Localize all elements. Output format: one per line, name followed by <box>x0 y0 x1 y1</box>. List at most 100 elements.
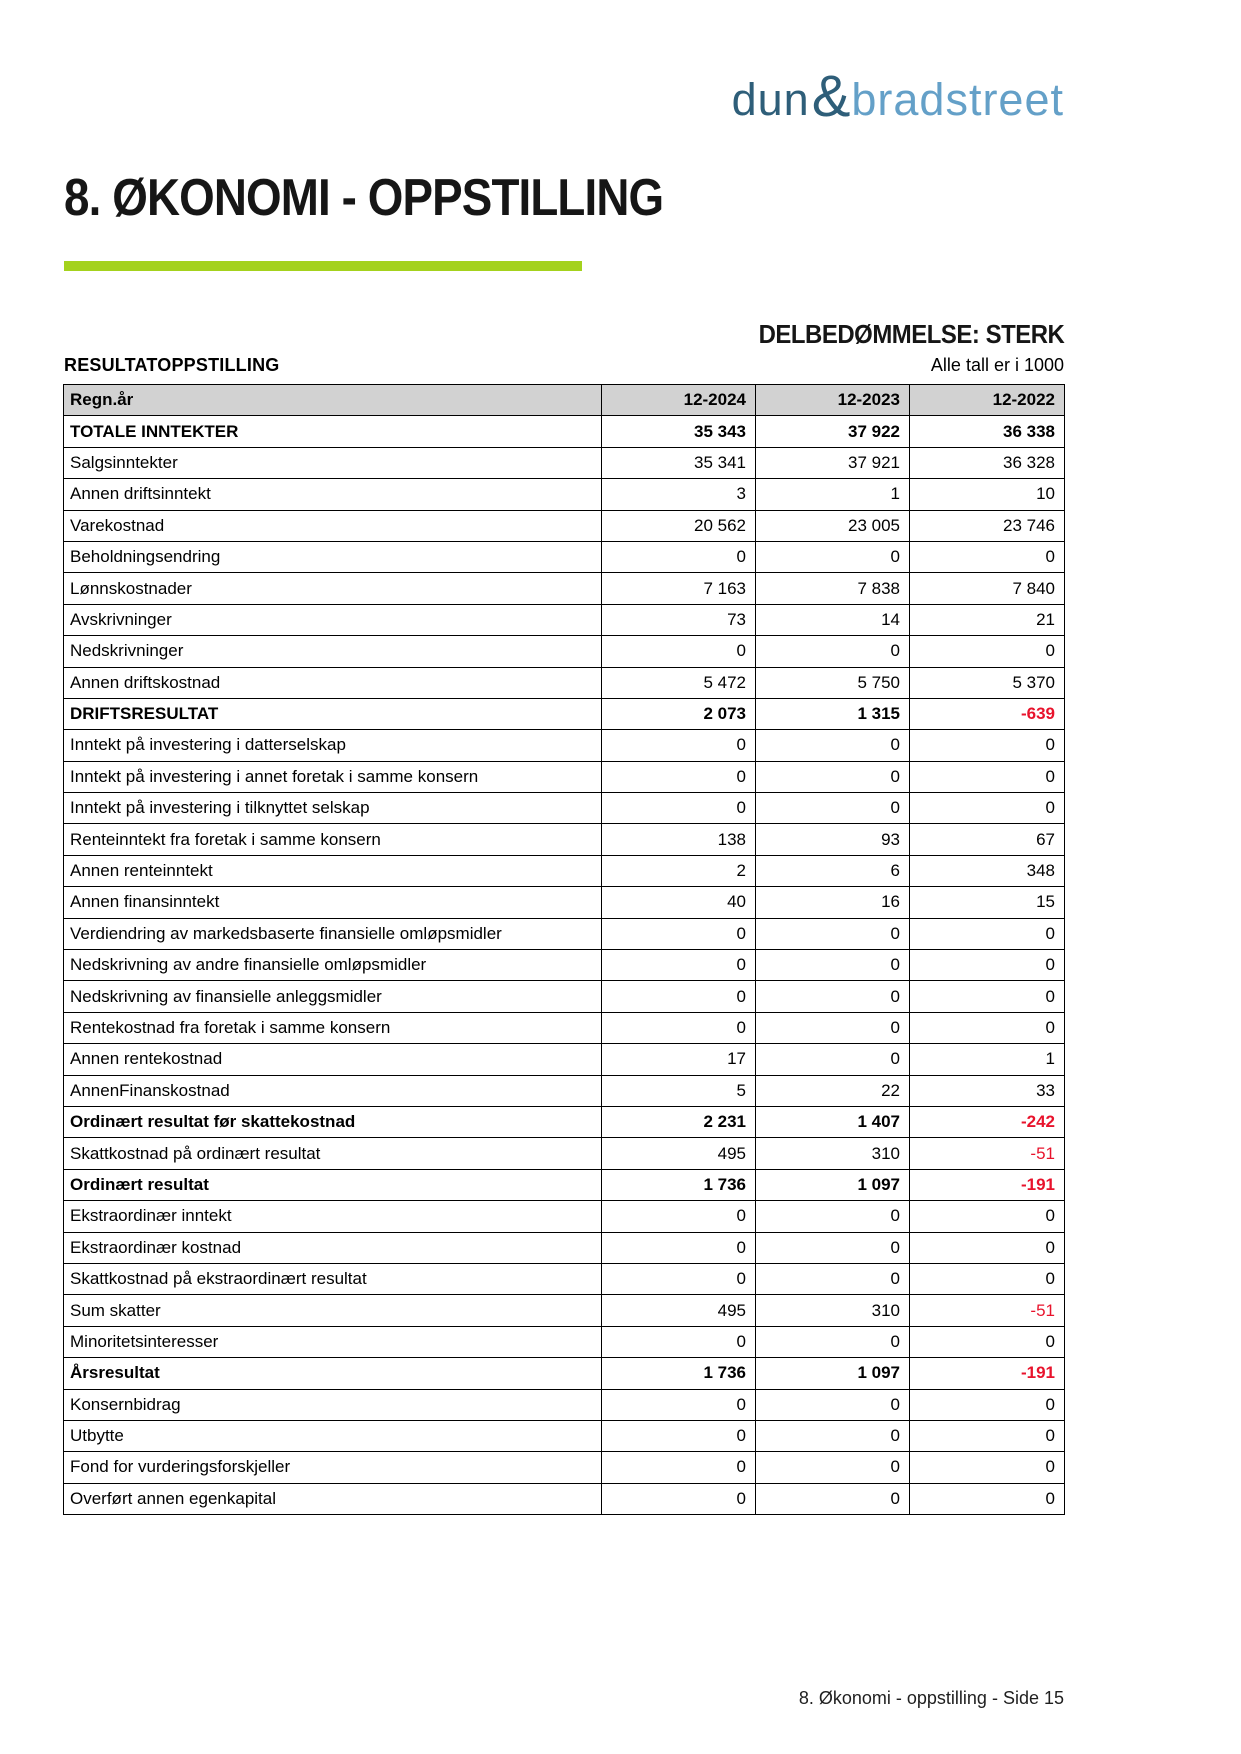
table-row: Salgsinntekter 35 341 37 921 36 328 <box>63 446 1065 480</box>
row-value: 0 <box>601 1419 756 1453</box>
row-value: 40 <box>601 886 756 919</box>
row-value: 0 <box>909 980 1065 1013</box>
row-value: 0 <box>755 635 910 668</box>
header-12-2022: 12-2022 <box>909 383 1065 417</box>
table-row: Beholdningsendring 0 0 0 <box>63 540 1065 574</box>
table-row: Ordinært resultat før skattekostnad 2 23… <box>63 1105 1065 1139</box>
table-row: AnnenFinanskostnad 5 22 33 <box>63 1074 1065 1107</box>
row-label: Overført annen egenkapital <box>63 1482 602 1516</box>
row-value: 33 <box>909 1074 1065 1107</box>
row-value: 0 <box>755 1231 910 1264</box>
page-footer: 8. Økonomi - oppstilling - Side 15 <box>798 1688 1064 1708</box>
row-value: 0 <box>755 1451 910 1484</box>
row-value: 0 <box>755 1325 910 1359</box>
row-value: 7 840 <box>909 572 1065 605</box>
row-label: Inntekt på investering i tilknyttet sels… <box>63 792 602 825</box>
row-value: 1 <box>755 478 910 511</box>
table-row: Annen driftskostnad 5 472 5 750 5 370 <box>63 666 1065 699</box>
row-label: Nedskrivninger <box>63 635 602 668</box>
row-value: 20 562 <box>601 509 756 542</box>
table-row: Annen finansinntekt 40 16 15 <box>63 886 1065 919</box>
row-value: 0 <box>601 1482 756 1516</box>
row-label: Fond for vurderingsforskjeller <box>63 1451 602 1484</box>
table-row: Varekostnad 20 562 23 005 23 746 <box>63 509 1065 542</box>
header-regnar: Regn.år <box>63 383 602 417</box>
row-value: 0 <box>755 1419 910 1453</box>
row-value: 0 <box>601 1451 756 1484</box>
row-value: -191 <box>909 1168 1065 1202</box>
row-value: 0 <box>755 1200 910 1233</box>
row-value: 0 <box>755 917 910 951</box>
row-value: 67 <box>909 823 1065 856</box>
result-table-body: TOTALE INNTEKTER 35 343 37 922 36 338 Sa… <box>63 415 1065 1516</box>
row-label: Annen renteinntekt <box>63 854 602 888</box>
table-row: Nedskrivning av andre finansielle omløps… <box>63 949 1065 982</box>
row-value: 0 <box>601 1388 756 1421</box>
row-label: Annen driftsinntekt <box>63 478 602 511</box>
table-row: TOTALE INNTEKTER 35 343 37 922 36 338 <box>63 415 1065 448</box>
title-underline-bar <box>64 261 582 271</box>
row-value: 73 <box>601 603 756 637</box>
row-value: 310 <box>755 1137 910 1170</box>
table-row: Annen renteinntekt 2 6 348 <box>63 854 1065 888</box>
row-label: Rentekostnad fra foretak i samme konsern <box>63 1011 602 1045</box>
table-row: Avskrivninger 73 14 21 <box>63 603 1065 637</box>
row-value: 7 163 <box>601 572 756 605</box>
row-value: 0 <box>601 729 756 762</box>
row-value: 2 <box>601 854 756 888</box>
row-value: 23 746 <box>909 509 1065 542</box>
row-value: 2 073 <box>601 697 756 731</box>
row-value: 0 <box>755 980 910 1013</box>
row-value: -639 <box>909 697 1065 731</box>
table-row: Sum skatter 495 310 -51 <box>63 1294 1065 1327</box>
table-row: Inntekt på investering i tilknyttet sels… <box>63 792 1065 825</box>
row-label: Skattkostnad på ordinært resultat <box>63 1137 602 1170</box>
table-row: Inntekt på investering i datterselskap 0… <box>63 729 1065 762</box>
row-value: 36 338 <box>909 415 1065 448</box>
row-value: 0 <box>601 980 756 1013</box>
table-title: RESULTATOPPSTILLING <box>64 355 280 375</box>
row-value: 0 <box>601 760 756 794</box>
row-value: 14 <box>755 603 910 637</box>
table-row: Minoritetsinteresser 0 0 0 <box>63 1325 1065 1359</box>
row-value: 1 736 <box>601 1357 756 1390</box>
row-label: Annen finansinntekt <box>63 886 602 919</box>
row-label: Inntekt på investering i datterselskap <box>63 729 602 762</box>
table-row: DRIFTSRESULTAT 2 073 1 315 -639 <box>63 697 1065 731</box>
ampersand-logo-icon: & <box>811 64 851 129</box>
row-value: 23 005 <box>755 509 910 542</box>
row-value: 5 <box>601 1074 756 1107</box>
table-row: Ekstraordinær kostnad 0 0 0 <box>63 1231 1065 1264</box>
row-value: -51 <box>909 1294 1065 1327</box>
table-row: Renteinntekt fra foretak i samme konsern… <box>63 823 1065 856</box>
row-value: 0 <box>601 1200 756 1233</box>
row-value: 17 <box>601 1043 756 1076</box>
row-value: 0 <box>601 1231 756 1264</box>
row-label: AnnenFinanskostnad <box>63 1074 602 1107</box>
row-label: Årsresultat <box>63 1357 602 1390</box>
row-label: Beholdningsendring <box>63 540 602 574</box>
table-row: Annen driftsinntekt 3 1 10 <box>63 478 1065 511</box>
row-value: 1 315 <box>755 697 910 731</box>
row-value: 0 <box>909 1419 1065 1453</box>
table-row: Verdiendring av markedsbaserte finansiel… <box>63 917 1065 951</box>
table-row: Overført annen egenkapital 0 0 0 <box>63 1482 1065 1516</box>
row-value: 0 <box>755 792 910 825</box>
table-meta-row: RESULTATOPPSTILLING Alle tall er i 1000 <box>64 355 1064 376</box>
logo-text-bradstreet: bradstreet <box>851 74 1064 125</box>
table-row: Konsernbidrag 0 0 0 <box>63 1388 1065 1421</box>
table-row: Inntekt på investering i annet foretak i… <box>63 760 1065 794</box>
row-value: 2 231 <box>601 1105 756 1139</box>
row-label: Annen rentekostnad <box>63 1043 602 1076</box>
row-value: 0 <box>909 1231 1065 1264</box>
row-value: 0 <box>909 760 1065 794</box>
row-label: Ekstraordinær inntekt <box>63 1200 602 1233</box>
row-value: 0 <box>909 1325 1065 1359</box>
page-title: 8. ØKONOMI - OPPSTILLING <box>64 169 664 227</box>
row-value: 0 <box>601 540 756 574</box>
row-value: 0 <box>755 1482 910 1516</box>
row-value: 6 <box>755 854 910 888</box>
row-label: Konsernbidrag <box>63 1388 602 1421</box>
row-value: 15 <box>909 886 1065 919</box>
table-row: Nedskrivninger 0 0 0 <box>63 635 1065 668</box>
